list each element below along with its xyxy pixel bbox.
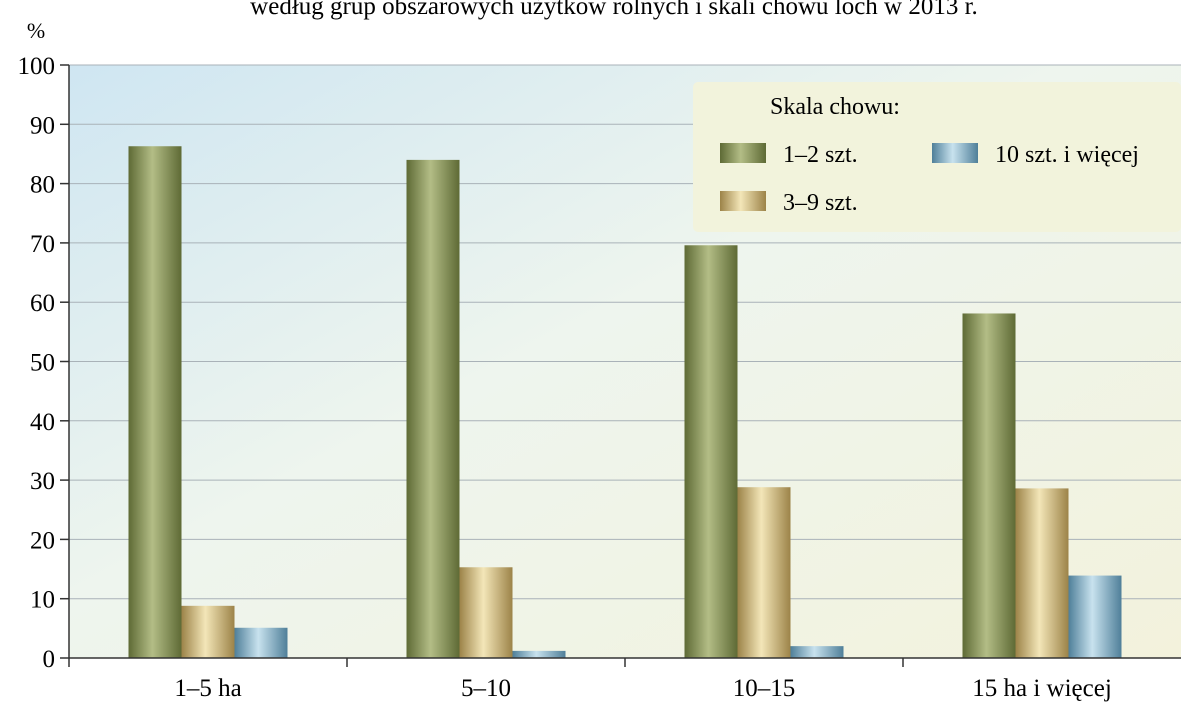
legend-swatch-series-3 bbox=[932, 143, 978, 163]
y-tick-label: 100 bbox=[18, 53, 56, 80]
legend-title: Skala chowu: bbox=[770, 94, 900, 120]
bar-series-2-cat-2 bbox=[459, 567, 513, 658]
bar-series-2-cat-3 bbox=[737, 487, 791, 658]
axes: 0 10 20 30 40 50 60 70 80 90 100 1–5 ha 5–10 10–15 15 … bbox=[18, 53, 1181, 702]
x-tick-label: 10–15 bbox=[733, 675, 796, 702]
gridlines bbox=[69, 64, 1181, 600]
x-tick-label: 5–10 bbox=[461, 675, 511, 702]
bar-series-2-cat-4 bbox=[1015, 488, 1069, 658]
chart-title: według grup obszarowych użytków rolnych … bbox=[250, 0, 978, 20]
bar-series-3-cat-3 bbox=[790, 646, 844, 658]
bar-series-1-cat-3 bbox=[684, 245, 738, 658]
bar-series-1-cat-1 bbox=[128, 146, 182, 658]
bar-series-3-cat-2 bbox=[512, 650, 566, 658]
y-tick-label: 0 bbox=[43, 646, 56, 673]
bar-series-2-cat-1 bbox=[181, 605, 235, 658]
y-tick-label: 40 bbox=[30, 409, 55, 436]
bar-series-3-cat-4 bbox=[1068, 575, 1122, 658]
y-tick-label: 20 bbox=[30, 527, 55, 554]
legend-label-series-3: 10 szt. i więcej bbox=[995, 142, 1139, 168]
legend-label-series-2: 3–9 szt. bbox=[783, 190, 858, 216]
bars bbox=[128, 146, 1122, 658]
legend: Skala chowu: 1–2 szt. 10 szt. i więcej 3… bbox=[693, 82, 1181, 232]
y-tick-label: 10 bbox=[30, 587, 55, 614]
y-tick-label: 80 bbox=[30, 172, 55, 199]
y-tick-label: 70 bbox=[30, 231, 55, 258]
legend-swatch-series-1 bbox=[720, 143, 766, 163]
legend-label-series-1: 1–2 szt. bbox=[783, 142, 858, 168]
x-tick-label: 15 ha i więcej bbox=[972, 675, 1112, 702]
y-tick-label: 30 bbox=[30, 468, 55, 495]
y-tick-label: 60 bbox=[30, 290, 55, 317]
y-tick-label: 90 bbox=[30, 112, 55, 139]
legend-swatch-series-2 bbox=[720, 191, 766, 211]
bar-series-3-cat-1 bbox=[234, 627, 288, 658]
bar-series-1-cat-4 bbox=[962, 313, 1016, 658]
x-tick-label: 1–5 ha bbox=[174, 675, 241, 702]
bar-series-1-cat-2 bbox=[406, 159, 460, 658]
y-tick-label: 50 bbox=[30, 350, 55, 377]
y-axis-unit-label: % bbox=[27, 18, 45, 43]
